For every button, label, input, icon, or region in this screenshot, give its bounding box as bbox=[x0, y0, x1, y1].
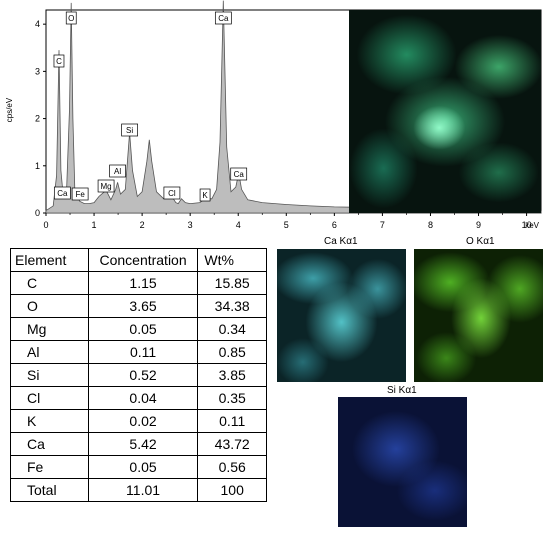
concentration-cell: 0.11 bbox=[87, 340, 199, 364]
element-cell: Ca bbox=[10, 432, 89, 456]
y-axis-label: cps/eV bbox=[5, 97, 14, 122]
peak-label: Ca bbox=[218, 14, 229, 23]
table-row: Si 0.52 3.85 bbox=[10, 363, 267, 387]
wt-percent-cell: 15.85 bbox=[197, 271, 267, 295]
peak-label: Mg bbox=[101, 182, 112, 191]
concentration-cell: 0.52 bbox=[87, 363, 199, 387]
element-cell: Al bbox=[10, 340, 89, 364]
concentration-cell: 3.65 bbox=[87, 294, 199, 318]
header-wt-percent: Wt% bbox=[197, 248, 267, 272]
element-cell: C bbox=[10, 271, 89, 295]
concentration-cell: 0.02 bbox=[87, 409, 199, 433]
wt-percent-cell: 100 bbox=[197, 478, 267, 502]
y-tick-label: 2 bbox=[35, 114, 40, 124]
table-row: O 3.65 34.38 bbox=[10, 294, 267, 318]
peak-label: C bbox=[56, 57, 62, 66]
concentration-cell: 5.42 bbox=[87, 432, 199, 456]
peak-label: Ca bbox=[234, 170, 245, 179]
element-cell: Si bbox=[10, 363, 89, 387]
x-tick-label: 8 bbox=[428, 220, 433, 230]
wt-percent-cell: 0.11 bbox=[197, 409, 267, 433]
peak-label-box bbox=[214, 11, 232, 25]
element-cell: Cl bbox=[10, 386, 89, 410]
concentration-cell: 11.01 bbox=[87, 478, 199, 502]
wt-percent-cell: 0.34 bbox=[197, 317, 267, 341]
y-tick-label: 4 bbox=[35, 19, 40, 29]
x-tick-label: 2 bbox=[140, 220, 145, 230]
y-tick-label: 3 bbox=[35, 66, 40, 76]
x-tick-label: 6 bbox=[332, 220, 337, 230]
ca-element-map bbox=[277, 249, 406, 382]
peak-label-box bbox=[199, 188, 211, 202]
table-header-row: Element Concentration Wt% bbox=[10, 248, 267, 272]
table-row: Total 11.01 100 bbox=[10, 478, 267, 502]
x-tick-label: 7 bbox=[380, 220, 385, 230]
concentration-cell: 0.04 bbox=[87, 386, 199, 410]
peak-label: Si bbox=[126, 126, 133, 135]
element-cell: O bbox=[10, 294, 89, 318]
x-axis-unit: keV bbox=[525, 221, 539, 230]
wt-percent-cell: 34.38 bbox=[197, 294, 267, 318]
wt-percent-cell: 43.72 bbox=[197, 432, 267, 456]
peak-label-box bbox=[71, 187, 89, 201]
peak-label-box bbox=[65, 11, 77, 25]
concentration-cell: 1.15 bbox=[87, 271, 199, 295]
header-concentration: Concentration bbox=[87, 248, 199, 272]
element-cell: Fe bbox=[10, 455, 89, 479]
x-tick-label: 1 bbox=[92, 220, 97, 230]
si-element-map bbox=[338, 397, 467, 527]
ca-map-label: Ca Kα1 bbox=[324, 236, 358, 247]
table-row: Al 0.11 0.85 bbox=[10, 340, 267, 364]
x-tick-label: 4 bbox=[236, 220, 241, 230]
x-tick-label: 5 bbox=[284, 220, 289, 230]
table-row: K 0.02 0.11 bbox=[10, 409, 267, 433]
peak-label-box bbox=[121, 123, 138, 137]
element-cell: Total bbox=[10, 478, 89, 502]
peak-label-box bbox=[230, 167, 248, 181]
wt-percent-cell: 0.85 bbox=[197, 340, 267, 364]
peak-label: K bbox=[202, 191, 208, 200]
concentration-cell: 0.05 bbox=[87, 455, 199, 479]
peak-label-box bbox=[53, 54, 65, 68]
peak-label-box bbox=[97, 179, 115, 193]
peak-label-box bbox=[163, 186, 181, 200]
composition-table: Element Concentration Wt% C 1.15 15.85 O 3.6… bbox=[10, 248, 267, 502]
concentration-cell: 0.05 bbox=[87, 317, 199, 341]
wt-percent-cell: 0.56 bbox=[197, 455, 267, 479]
peak-label-box bbox=[53, 186, 71, 200]
wt-percent-cell: 0.35 bbox=[197, 386, 267, 410]
o-element-map bbox=[414, 249, 543, 382]
table-row: Ca 5.42 43.72 bbox=[10, 432, 267, 456]
x-tick-label: 0 bbox=[43, 220, 48, 230]
x-tick-label: 3 bbox=[188, 220, 193, 230]
si-map-label: Si Kα1 bbox=[387, 385, 417, 396]
x-tick-label: 10 bbox=[522, 220, 532, 230]
y-tick-label: 1 bbox=[35, 161, 40, 171]
table-row: Mg 0.05 0.34 bbox=[10, 317, 267, 341]
peak-label: Cl bbox=[168, 189, 176, 198]
table-row: Fe 0.05 0.56 bbox=[10, 455, 267, 479]
peak-label: Ca bbox=[57, 189, 68, 198]
peak-label: O bbox=[68, 14, 74, 23]
table-row: C 1.15 15.85 bbox=[10, 271, 267, 295]
composite-element-map bbox=[349, 10, 541, 213]
y-tick-label: 0 bbox=[35, 208, 40, 218]
header-element: Element bbox=[10, 248, 89, 272]
element-cell: Mg bbox=[10, 317, 89, 341]
peak-label: Al bbox=[114, 167, 121, 176]
table-row: Cl 0.04 0.35 bbox=[10, 386, 267, 410]
element-cell: K bbox=[10, 409, 89, 433]
wt-percent-cell: 3.85 bbox=[197, 363, 267, 387]
x-tick-label: 9 bbox=[476, 220, 481, 230]
peak-label: Fe bbox=[75, 190, 85, 199]
peak-label-box bbox=[109, 164, 126, 178]
o-map-label: O Kα1 bbox=[466, 236, 495, 247]
